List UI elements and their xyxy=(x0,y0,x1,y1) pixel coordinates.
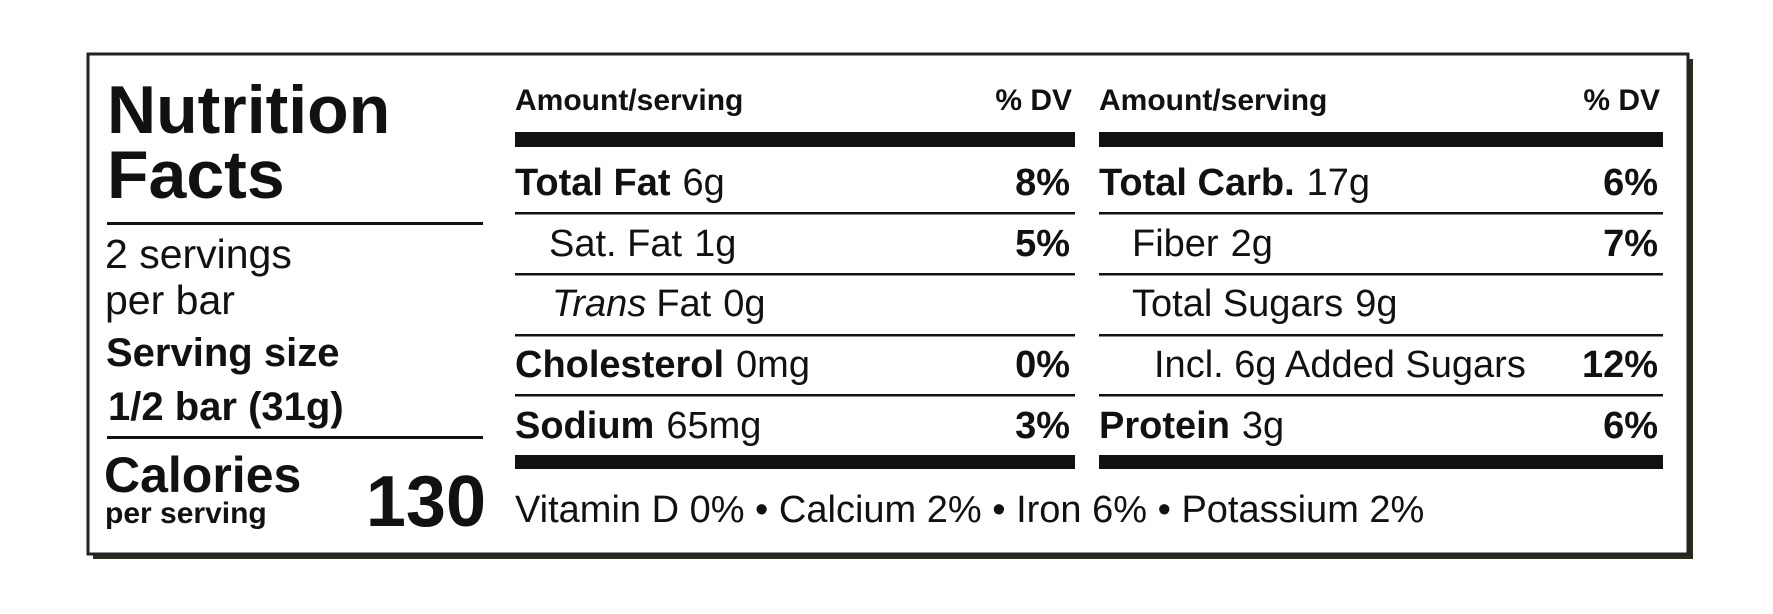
nutrient-row: Total Fat 6g xyxy=(515,162,725,204)
daily-value: 3% xyxy=(1015,405,1070,447)
title: Facts xyxy=(107,137,285,213)
nutrient-amount: 3g xyxy=(1242,405,1284,447)
thin-rule xyxy=(1099,273,1663,276)
nutrient-name: Fiber xyxy=(1132,223,1219,265)
serving-size-value: 1/2 bar (31g) xyxy=(108,385,344,429)
nutrient-row: Sodium 65mg xyxy=(515,405,761,447)
header-dv: % DV xyxy=(995,84,1072,117)
nutrient-amount: 65mg xyxy=(666,405,761,447)
thick-bar xyxy=(1099,132,1663,147)
serving-size-label: Serving size xyxy=(106,331,339,375)
thick-bar xyxy=(515,132,1075,147)
nutrient-row: Fiber 2g xyxy=(1132,223,1273,265)
header-amount: Amount/serving xyxy=(515,84,743,117)
nutrient-row: Sat. Fat 1g xyxy=(549,223,736,265)
calories-sublabel: per serving xyxy=(105,497,267,530)
daily-value: 12% xyxy=(1582,344,1658,386)
thin-rule xyxy=(1099,212,1663,215)
daily-value: 7% xyxy=(1603,223,1658,265)
nutrient-amount: 2g xyxy=(1231,223,1273,265)
thin-rule xyxy=(515,334,1075,337)
calories-value: 130 xyxy=(366,462,486,542)
nutrient-amount: 0mg xyxy=(736,344,810,386)
servings: 2 servings xyxy=(105,231,292,277)
nutrient-name: Total Fat xyxy=(515,162,671,204)
nutrient-amount: 9g xyxy=(1355,283,1397,325)
thick-bar xyxy=(515,455,1075,469)
rule xyxy=(107,222,483,225)
daily-value: 0% xyxy=(1015,344,1070,386)
nutrient-name: Cholesterol xyxy=(515,344,724,386)
calories-label: Calories xyxy=(104,447,301,503)
nutrient-row: Total Carb. 17g xyxy=(1099,162,1370,204)
nutrient-name: Sodium xyxy=(515,405,654,447)
nutrient-amount: 0g xyxy=(723,283,765,325)
thin-rule xyxy=(515,273,1075,276)
daily-value: 6% xyxy=(1603,405,1658,447)
nutrient-name: Incl. 6g Added Sugars xyxy=(1154,344,1526,386)
thin-rule xyxy=(1099,394,1663,397)
nutrient-row: Protein 3g xyxy=(1099,405,1284,447)
nutrient-row: Trans Fat 0g xyxy=(552,283,766,325)
daily-value: 6% xyxy=(1603,162,1658,204)
header-amount: Amount/serving xyxy=(1099,84,1327,117)
title: Nutrition xyxy=(107,72,390,148)
nutrient-row: Cholesterol 0mg xyxy=(515,344,810,386)
nutrient-name: Protein xyxy=(1099,405,1230,447)
daily-value: 8% xyxy=(1015,162,1070,204)
thin-rule xyxy=(515,394,1075,397)
thin-rule xyxy=(515,212,1075,215)
rule xyxy=(107,436,483,439)
nutrient-name: Total Sugars xyxy=(1132,283,1343,325)
thick-bar xyxy=(1099,455,1663,469)
nutrient-name: Total Carb. xyxy=(1099,162,1295,204)
nutrient-row: Total Sugars 9g xyxy=(1132,283,1398,325)
nutrient-amount: 1g xyxy=(694,223,736,265)
nutrient-name: Fat xyxy=(656,283,711,325)
footer: Vitamin D 0% • Calcium 2% • Iron 6% • Po… xyxy=(515,489,1424,531)
daily-value: 5% xyxy=(1015,223,1070,265)
header-dv: % DV xyxy=(1583,84,1660,117)
nutrient-prefix: Trans xyxy=(552,283,646,325)
nutrient-name: Sat. Fat xyxy=(549,223,682,265)
nutrient-amount: 6g xyxy=(683,162,725,204)
thin-rule xyxy=(1099,334,1663,337)
nutrient-row: Incl. 6g Added Sugars xyxy=(1154,344,1526,386)
servings: per bar xyxy=(105,277,235,323)
nutrient-amount: 17g xyxy=(1307,162,1370,204)
